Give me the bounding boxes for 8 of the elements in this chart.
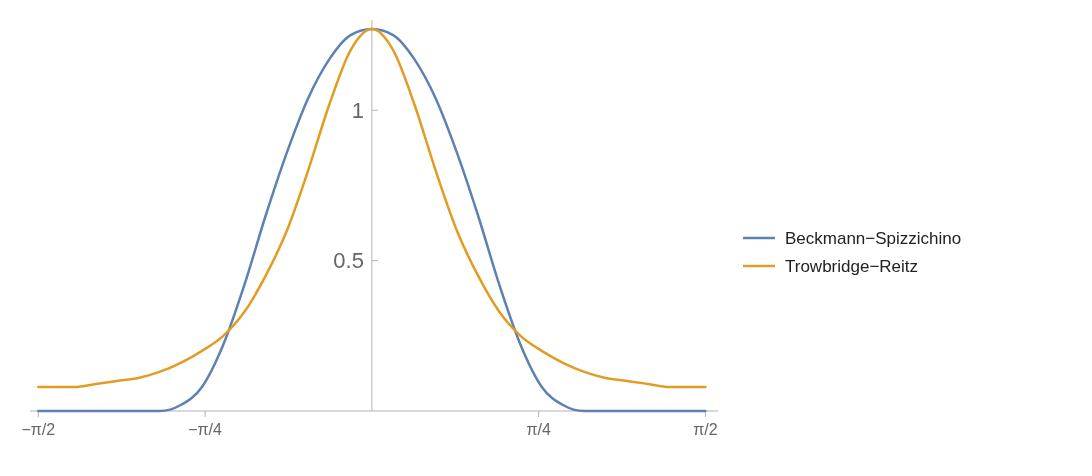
legend-label: Trowbridge−Reitz	[785, 256, 919, 276]
x-tick-label: −π/2	[21, 421, 56, 438]
legend-label: Beckmann−Spizzichino	[785, 228, 962, 248]
y-tick-label: 0.5	[333, 248, 364, 274]
x-tick-label: π/4	[526, 421, 551, 438]
x-tick-label: π/2	[693, 421, 718, 438]
y-tick-label: 1	[351, 97, 364, 123]
x-tick-label: −π/4	[188, 421, 223, 438]
